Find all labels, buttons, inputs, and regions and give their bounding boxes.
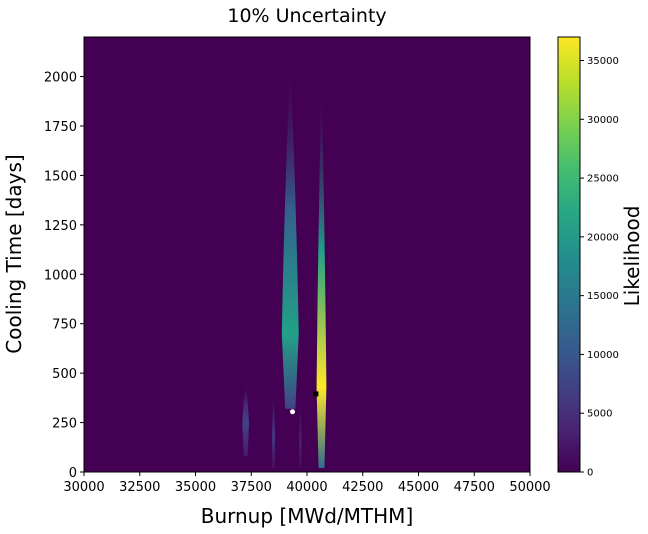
colorbar-tick-label: 35000	[587, 56, 619, 67]
colorbar-tick-label: 15000	[587, 291, 619, 302]
likelihood-region	[271, 388, 276, 469]
colorbar-ticks: 0 5000 10000 15000 20000 25000 30000 35000	[580, 56, 619, 479]
colorbar-tick-label: 25000	[587, 174, 619, 185]
colorbar-gradient	[557, 36, 581, 473]
x-tick-label: 40000	[286, 480, 327, 495]
x-tick-label: 32500	[119, 480, 160, 495]
black-point-marker	[313, 391, 319, 397]
x-axis: 30000 32500 35000 37500 40000 42500 45000 47500…	[63, 472, 551, 495]
colorbar-tick-label: 20000	[587, 232, 619, 243]
colorbar-tick-label: 0	[587, 468, 593, 479]
y-axis-label: Cooling Time [days]	[2, 154, 26, 353]
x-axis-label: Burnup [MWd/MTHM]	[201, 504, 414, 528]
plot-background	[84, 37, 530, 472]
x-tick-label: 42500	[342, 480, 383, 495]
chart-title: 10% Uncertainty	[227, 5, 386, 27]
likelihood-region	[281, 60, 299, 409]
x-tick-label: 47500	[454, 480, 495, 495]
y-tick-label: 750	[52, 318, 77, 333]
colorbar-tick-label: 5000	[587, 409, 612, 420]
likelihood-region	[242, 381, 250, 457]
y-tick-label: 500	[52, 367, 77, 382]
y-tick-label: 0	[69, 466, 77, 481]
colorbar-tick-label: 30000	[587, 115, 619, 126]
likelihood-region	[298, 396, 302, 469]
y-tick-label: 1250	[44, 219, 77, 234]
y-tick-label: 2000	[44, 71, 77, 86]
y-tick-label: 1000	[44, 268, 77, 283]
x-tick-label: 35000	[175, 480, 216, 495]
y-tick-label: 250	[52, 417, 77, 432]
markers	[290, 391, 319, 415]
x-tick-label: 37500	[231, 480, 272, 495]
likelihood-regions	[242, 60, 327, 469]
x-tick-label: 30000	[63, 480, 104, 495]
likelihood-region	[316, 80, 327, 469]
colorbar-tick-label: 10000	[587, 350, 619, 361]
plot-area	[83, 36, 531, 473]
x-tick-label: 45000	[398, 480, 439, 495]
y-tick-label: 1500	[44, 169, 77, 184]
colorbar: 0 5000 10000 15000 20000 25000 30000 35000 Like…	[557, 36, 644, 479]
colorbar-label: Likelihood	[620, 206, 644, 307]
y-tick-label: 1750	[44, 120, 77, 135]
x-tick-label: 50000	[509, 480, 550, 495]
y-axis: 0 250 500 750 1000 1250 1500 1750 2000	[44, 71, 84, 481]
white-point-marker	[290, 409, 296, 415]
